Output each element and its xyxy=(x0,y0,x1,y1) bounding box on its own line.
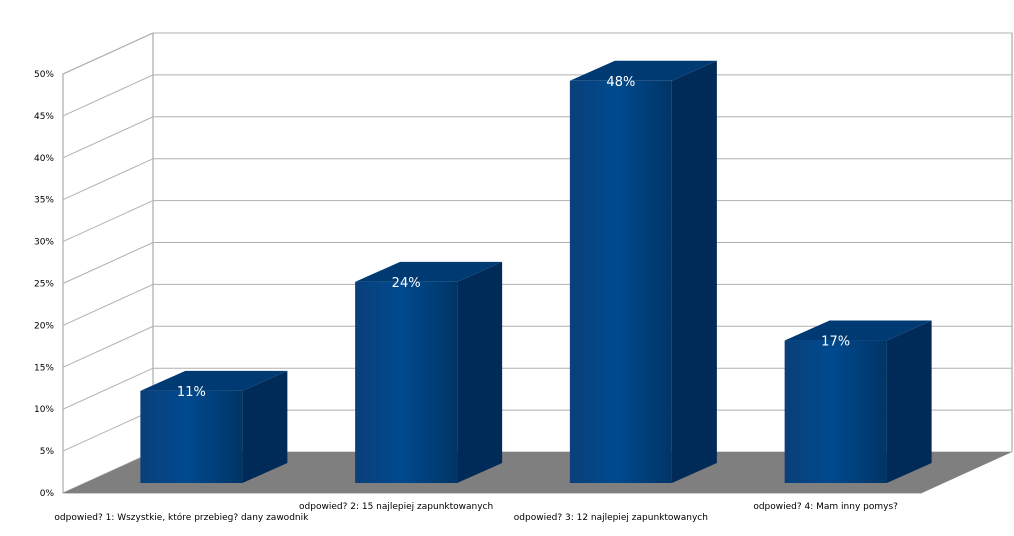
bar-top xyxy=(784,320,932,341)
x-tick-label: odpowied? 3: 12 najlepiej zapunktowanych xyxy=(514,513,708,523)
x-axis-labels: odpowied? 1: Wszystkie, które przebieg? … xyxy=(54,502,898,523)
gridline xyxy=(62,158,1012,201)
y-tick-label: 20% xyxy=(34,321,54,331)
y-axis-ticks: 0% 5% 10% 15% 20% 25% 30% 35% 40% 45% 50% xyxy=(34,70,54,499)
chart-floor xyxy=(63,452,1012,493)
bars xyxy=(140,60,932,483)
bar xyxy=(140,370,288,483)
gridline xyxy=(62,283,1012,326)
gridline xyxy=(62,116,1012,159)
floor-plane xyxy=(63,452,1012,493)
x-tick-label: odpowied? 1: Wszystkie, które przebieg? … xyxy=(54,512,309,523)
y-tick-label: 45% xyxy=(34,112,54,122)
bar-side xyxy=(886,320,932,483)
x-tick-label: odpowied? 4: Mam inny pomys? xyxy=(753,502,898,512)
gridline xyxy=(62,200,1012,243)
data-label: 11% xyxy=(177,385,206,400)
gridline xyxy=(62,325,1012,368)
bar-side xyxy=(671,60,717,483)
bar-top xyxy=(355,261,503,282)
gridline xyxy=(62,367,1012,410)
bar-top xyxy=(569,60,717,81)
y-tick-label: 30% xyxy=(34,238,54,248)
y-tick-label: 50% xyxy=(34,70,54,80)
data-label: 17% xyxy=(821,335,850,350)
bar-front xyxy=(355,281,458,483)
bar-top xyxy=(140,370,288,391)
y-tick-label: 10% xyxy=(34,405,54,415)
bar-front xyxy=(784,340,887,483)
data-label: 48% xyxy=(606,75,635,90)
data-label: 24% xyxy=(392,276,421,291)
bar xyxy=(355,261,503,483)
bar-front xyxy=(140,390,243,483)
gridline xyxy=(62,242,1012,284)
bar-front xyxy=(569,80,672,483)
bar xyxy=(569,60,717,483)
data-labels: 11% 24% 48% 17% xyxy=(177,75,850,400)
y-tick-label: 0% xyxy=(40,489,55,499)
bar xyxy=(784,320,932,483)
y-tick-label: 40% xyxy=(34,154,54,164)
x-tick-label: odpowied? 2: 15 najlepiej zapunktowanych xyxy=(299,502,493,512)
bar-side xyxy=(457,261,503,483)
bar-side xyxy=(242,370,288,483)
gridline xyxy=(62,74,1012,117)
gridline xyxy=(62,32,1012,75)
y-tick-label: 5% xyxy=(40,447,55,457)
y-tick-label: 15% xyxy=(34,363,54,373)
y-tick-label: 35% xyxy=(34,196,54,206)
y-tick-label: 25% xyxy=(34,280,54,290)
